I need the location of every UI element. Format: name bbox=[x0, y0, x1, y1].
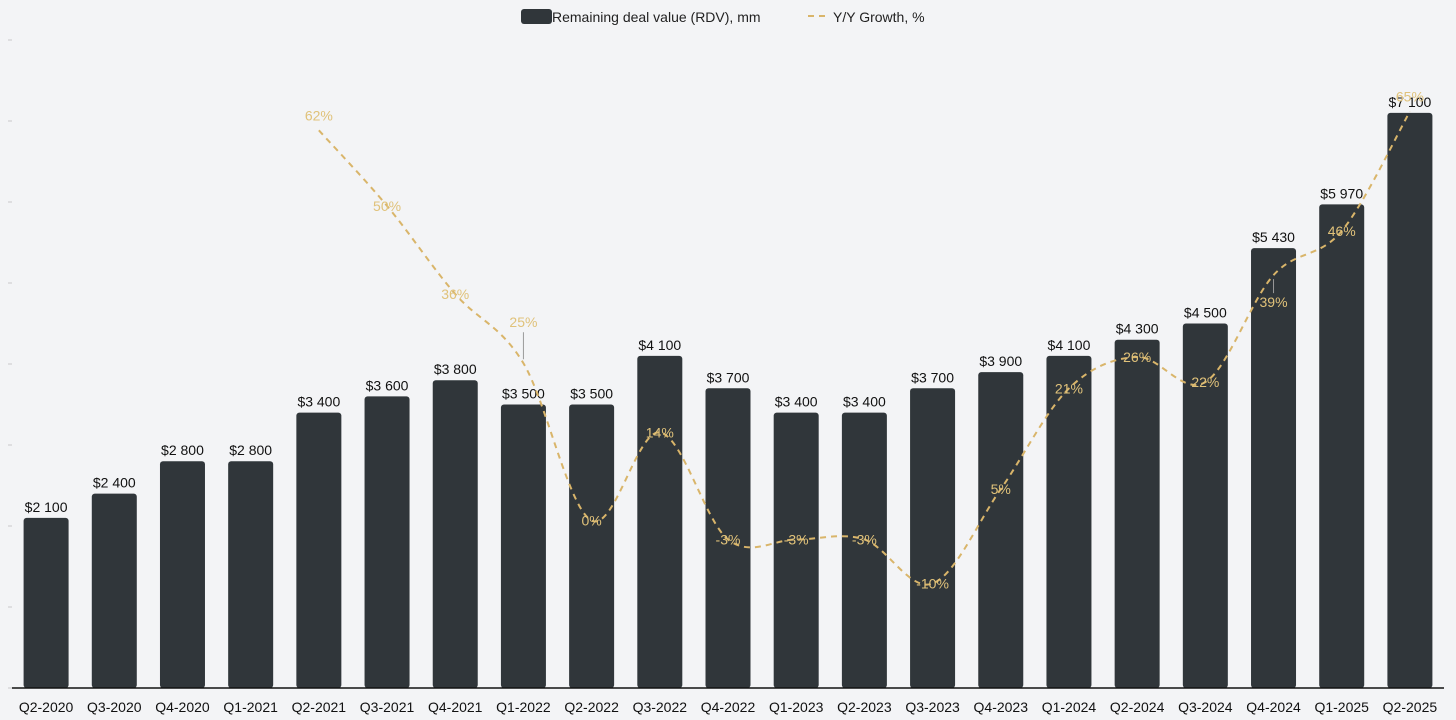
x-tick-label: Q1-2024 bbox=[1042, 699, 1097, 715]
x-tick-label: Q1-2025 bbox=[1314, 699, 1369, 715]
growth-value-label: 5% bbox=[991, 481, 1011, 497]
bar-value-label: $2 800 bbox=[229, 442, 272, 458]
y-axis-ticks bbox=[8, 39, 12, 689]
bar-value-label: $3 500 bbox=[570, 386, 613, 402]
x-tick-label: Q1-2023 bbox=[769, 699, 824, 715]
x-tick-label: Q4-2023 bbox=[974, 699, 1029, 715]
growth-value-label: 50% bbox=[373, 198, 401, 214]
x-tick-label: Q2-2022 bbox=[564, 699, 619, 715]
bar-q1-2022 bbox=[500, 404, 546, 688]
x-tick-label: Q3-2023 bbox=[905, 699, 960, 715]
bar-value-label: $3 600 bbox=[366, 377, 409, 393]
bar-value-label: $4 500 bbox=[1184, 305, 1227, 321]
x-tick-label: Q4-2020 bbox=[155, 699, 210, 715]
bar-q2-2020 bbox=[23, 517, 69, 688]
bar-value-label: $3 700 bbox=[707, 369, 750, 385]
x-axis-tick-labels: Q2-2020 Q3-2020 Q4-2020 Q1-2021 Q2-2021 Q3-20… bbox=[19, 699, 1438, 715]
bar-value-label: $2 400 bbox=[93, 475, 136, 491]
growth-value-label: -3% bbox=[716, 531, 741, 547]
bar-value-label: $2 100 bbox=[25, 499, 68, 515]
x-tick-label: Q2-2021 bbox=[292, 699, 347, 715]
growth-line bbox=[318, 110, 1411, 586]
legend: Remaining deal value (RDV), mm Y/Y Growt… bbox=[521, 9, 925, 25]
bars bbox=[23, 112, 1433, 689]
bar-value-label: $3 900 bbox=[979, 353, 1022, 369]
x-tick-label: Q3-2022 bbox=[633, 699, 688, 715]
x-tick-label: Q2-2025 bbox=[1383, 699, 1438, 715]
growth-value-label: 14% bbox=[646, 424, 674, 440]
growth-value-label: 21% bbox=[1055, 380, 1083, 396]
bar-value-label: $3 800 bbox=[434, 361, 477, 377]
growth-value-label: -10% bbox=[916, 576, 949, 592]
growth-value-label: 62% bbox=[305, 107, 333, 123]
bar-value-label: $4 100 bbox=[638, 337, 681, 353]
bar-q1-2025 bbox=[1319, 204, 1365, 688]
legend-label-rdv: Remaining deal value (RDV), mm bbox=[552, 9, 761, 25]
bar-value-label: $2 800 bbox=[161, 442, 204, 458]
bar-q1-2023 bbox=[773, 412, 819, 688]
bar-value-label: $3 700 bbox=[911, 369, 954, 385]
growth-series: 62% 50% 36% 25% 0% 14% -3% -3% -3% -10% 5% 21% 26% 22… bbox=[305, 88, 1424, 591]
bar-value-label: $3 500 bbox=[502, 386, 545, 402]
bar-q1-2024 bbox=[1046, 355, 1092, 688]
bar-q4-2021 bbox=[432, 380, 478, 688]
bar-q2-2025 bbox=[1387, 112, 1433, 688]
bar-q1-2021 bbox=[228, 461, 274, 688]
growth-value-label: 65% bbox=[1396, 88, 1424, 104]
x-tick-label: Q2-2024 bbox=[1110, 699, 1165, 715]
bar-labels: $2 100 $2 400 $2 800 $2 800 $3 400 $3 600 $3 8… bbox=[25, 94, 1432, 515]
growth-value-label: 26% bbox=[1123, 349, 1151, 365]
growth-value-label: 46% bbox=[1328, 223, 1356, 239]
x-tick-label: Q4-2022 bbox=[701, 699, 756, 715]
x-tick-label: Q4-2024 bbox=[1246, 699, 1301, 715]
growth-value-label: 22% bbox=[1191, 374, 1219, 390]
growth-value-label: -3% bbox=[784, 531, 809, 547]
bar-q3-2020 bbox=[91, 493, 137, 688]
legend-label-growth: Y/Y Growth, % bbox=[833, 9, 925, 25]
bar-value-label: $3 400 bbox=[775, 394, 818, 410]
growth-value-label: 39% bbox=[1260, 294, 1288, 310]
bar-q4-2020 bbox=[159, 461, 205, 688]
x-tick-label: Q2-2023 bbox=[837, 699, 892, 715]
bar-q4-2024 bbox=[1251, 248, 1297, 689]
bar-q3-2022 bbox=[637, 355, 683, 688]
x-tick-label: Q1-2022 bbox=[496, 699, 551, 715]
growth-value-label: 0% bbox=[582, 513, 602, 529]
bar-q3-2021 bbox=[364, 396, 410, 688]
bar-value-label: $7 100 bbox=[1388, 94, 1431, 110]
growth-value-label: 25% bbox=[509, 314, 537, 330]
bar-value-label: $4 100 bbox=[1048, 337, 1091, 353]
bar-q4-2023 bbox=[978, 372, 1024, 688]
x-tick-label: Q3-2021 bbox=[360, 699, 415, 715]
bar-q3-2023 bbox=[910, 388, 956, 688]
bar-q3-2024 bbox=[1182, 323, 1228, 688]
x-tick-label: Q3-2020 bbox=[87, 699, 142, 715]
bar-q4-2022 bbox=[705, 388, 751, 688]
x-tick-label: Q4-2021 bbox=[428, 699, 483, 715]
legend-swatch-bar bbox=[521, 9, 552, 24]
bar-value-label: $5 970 bbox=[1320, 185, 1363, 201]
x-tick-label: Q2-2020 bbox=[19, 699, 74, 715]
x-tick-label: Q3-2024 bbox=[1178, 699, 1233, 715]
x-tick-label: Q1-2021 bbox=[223, 699, 278, 715]
bar-q2-2022 bbox=[569, 404, 615, 688]
growth-value-label: 36% bbox=[441, 286, 469, 302]
bar-value-label: $3 400 bbox=[843, 394, 886, 410]
bar-q2-2024 bbox=[1114, 339, 1160, 688]
bar-q2-2021 bbox=[296, 412, 342, 688]
bar-value-label: $5 430 bbox=[1252, 229, 1295, 245]
bar-q2-2023 bbox=[841, 412, 887, 688]
growth-value-label: -3% bbox=[852, 531, 877, 547]
bar-value-label: $3 400 bbox=[297, 394, 340, 410]
bar-value-label: $4 300 bbox=[1116, 321, 1159, 337]
